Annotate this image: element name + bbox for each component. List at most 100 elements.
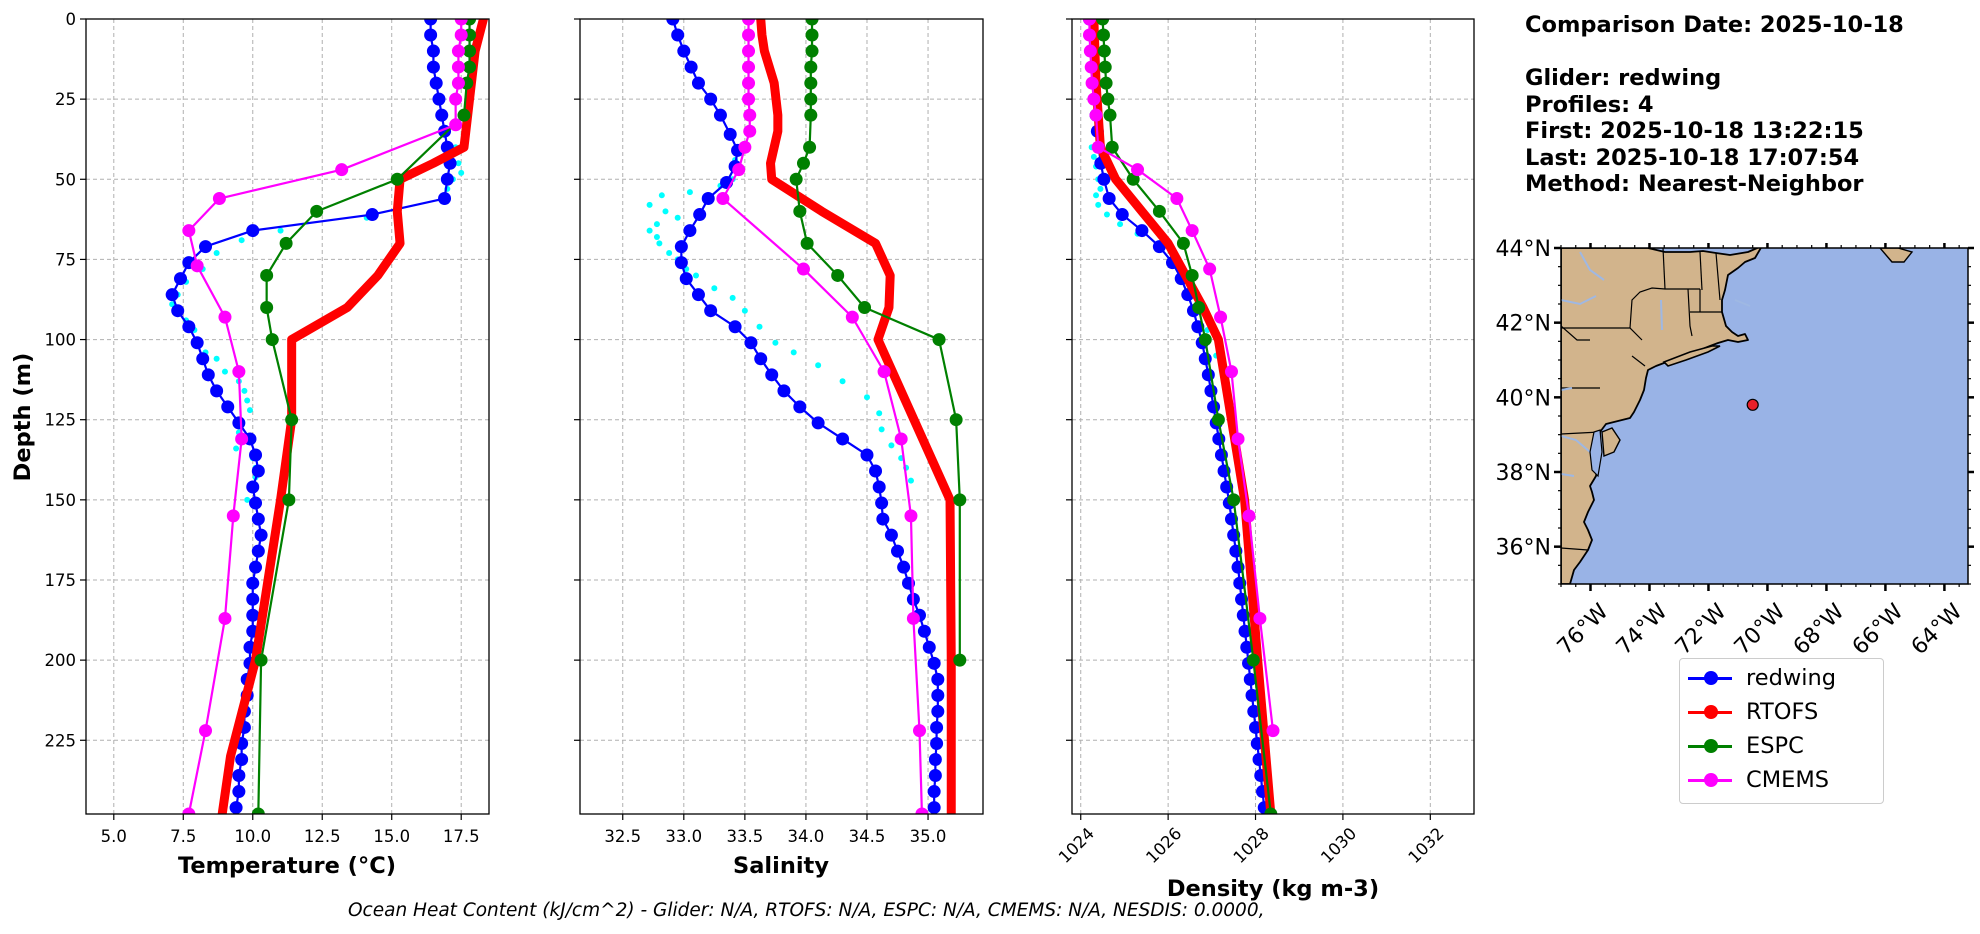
redwing-point [679,272,693,286]
redwing-raw-point [876,410,883,417]
espc-point [858,301,872,315]
lat-tick-label: 40°N [1496,386,1551,411]
salinity-ticks: 32.5 33.0 33.5 34.0 34.5 35.0 [574,18,946,846]
redwing-point [165,288,179,302]
redwing-point [435,108,449,122]
y-tick-label: 200 [45,651,77,670]
redwing-point [246,224,260,238]
redwing-point [930,736,944,750]
espc-point [1096,19,1110,26]
redwing-point [232,769,246,783]
x-tick-label: 7.5 [170,827,196,846]
redwing-point [765,368,779,382]
legend-swatch-cmems [1688,773,1732,787]
lon-tick-label: 66°W [1848,599,1909,660]
redwing-raw-point [455,160,462,167]
glider-location-marker [1746,398,1759,411]
density-panel: 1024 1026 1028 1030 1032 Density (kg m-3) [1055,18,1475,902]
series-rtofs [1089,19,1276,814]
temperature-axes-frame [85,18,490,815]
redwing-point [917,624,931,638]
redwing-point [674,256,688,270]
redwing-raw-point [863,394,870,401]
cmems-point [1203,262,1217,276]
redwing-line [1088,19,1266,809]
redwing-point [1245,688,1259,702]
map-state-borders [1561,248,1722,551]
redwing-raw-point [888,442,895,449]
espc-point [796,156,810,170]
redwing-raw-point [1117,221,1124,228]
espc-point [1101,92,1115,106]
redwing-point [754,352,768,366]
redwing-point [365,208,379,222]
redwing-point [875,496,889,510]
espc-point [804,76,818,90]
map-nova-scotia [1879,248,1914,263]
redwing-point [728,320,742,334]
rtofs-line [756,19,956,814]
lat-tick-label: 36°N [1496,536,1551,561]
espc-point [789,172,803,186]
redwing-point [251,544,265,558]
cmems-point [335,163,349,177]
lat-tick-label: 44°N [1496,237,1551,262]
redwing-point [922,640,936,654]
redwing-point [723,127,737,141]
espc-point [805,44,819,58]
density-xlabel: Density (kg m-3) [1167,876,1379,902]
cmems-point [232,365,246,379]
x-tick-label: 1032 [1404,824,1447,867]
y-tick-label: 125 [45,411,77,430]
lat-tick-label: 38°N [1496,461,1551,486]
redwing-point [897,560,911,574]
series-redwing-raw [646,157,914,484]
series-cmems [716,19,929,814]
redwing-point [438,192,452,206]
ocean-heat-content-footer: Ocean Heat Content (kJ/cm^2) - Glider: N… [348,900,1265,921]
salinity-axes-frame [579,18,984,815]
redwing-point [424,19,438,26]
cmems-point [904,509,918,523]
redwing-raw-point [653,233,660,240]
cmems-point [915,807,929,814]
redwing-raw-point [233,445,240,452]
redwing-raw-point [907,477,914,484]
redwing-point [928,769,942,783]
legend-label-cmems: CMEMS [1746,767,1830,793]
y-tick-label: 75 [55,250,76,269]
redwing-point [930,720,944,734]
redwing-point [254,528,268,542]
redwing-point [744,336,758,350]
espc-point [1211,413,1225,427]
cmems-point [226,509,240,523]
redwing-raw-point [729,294,736,301]
cmems-point [1224,365,1238,379]
cmems-line [1088,19,1275,732]
x-tick-label: 1026 [1142,824,1185,867]
legend-label-rtofs: RTOFS [1746,699,1819,725]
x-tick-label: 33.5 [726,827,763,846]
redwing-point [683,224,697,238]
redwing-point [684,60,698,74]
redwing-point [927,801,941,814]
redwing-point [229,801,243,814]
redwing-raw-point [213,250,220,257]
redwing-point [199,240,213,254]
redwing-raw-point [646,227,653,234]
redwing-raw-point [772,339,779,346]
redwing-point [884,528,898,542]
cmems-point [742,92,756,106]
espc-point [285,413,299,427]
cmems-line [187,19,463,814]
redwing-point [221,400,235,414]
map-chesapeake-bay [1589,429,1603,478]
cmems-point [182,807,196,814]
cmems-point [1082,28,1096,42]
espc-point [251,807,265,814]
x-tick-label: 33.0 [665,827,702,846]
cmems-point [199,724,213,738]
cmems-point [190,259,204,273]
x-tick-label: 1028 [1230,824,1273,867]
espc-point [463,44,477,58]
